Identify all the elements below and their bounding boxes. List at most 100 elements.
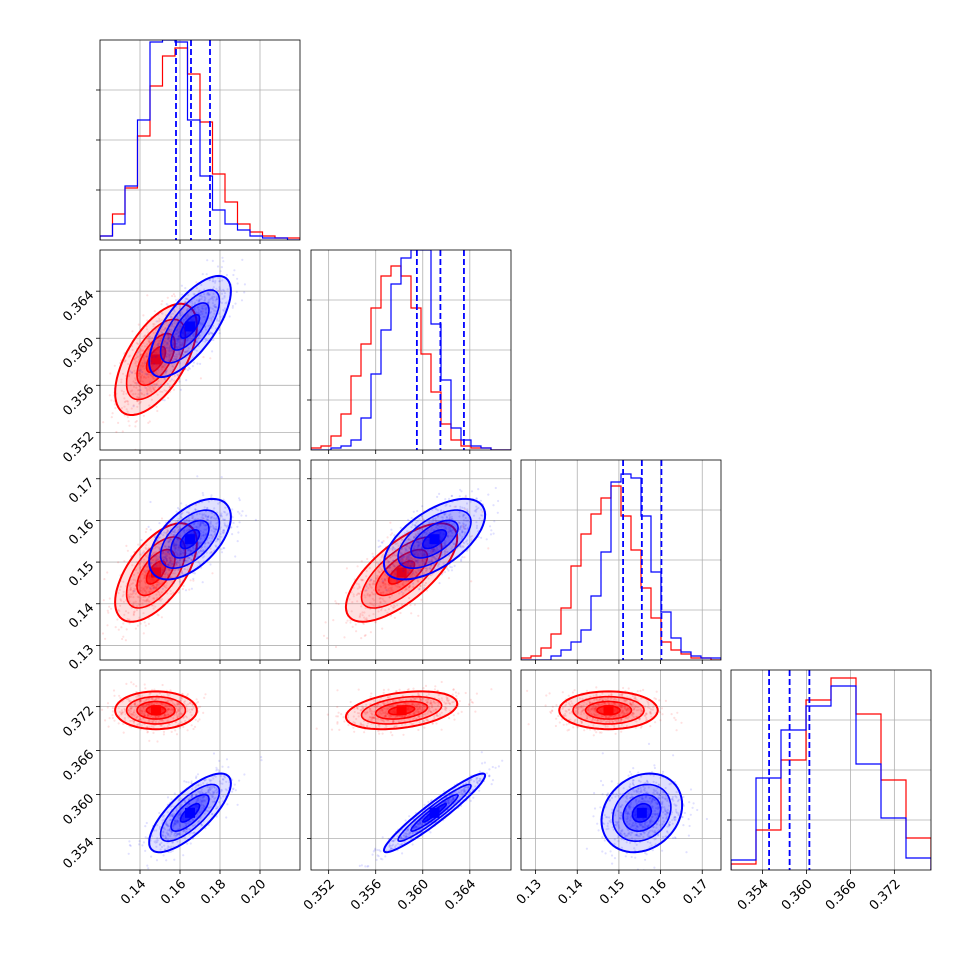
scatter-point (168, 328, 171, 331)
scatter-point (372, 613, 375, 616)
scatter-point (124, 359, 127, 362)
scatter-point (364, 607, 367, 610)
scatter-point (183, 780, 186, 783)
scatter-point (352, 586, 355, 589)
scatter-point (193, 293, 196, 296)
scatter-point (165, 559, 168, 562)
scatter-point (166, 343, 169, 346)
scatter-point (153, 535, 156, 538)
scatter-point (195, 311, 198, 314)
scatter-point (185, 518, 188, 522)
scatter-point (142, 612, 145, 615)
scatter-point (238, 499, 241, 502)
scatter-point (207, 541, 210, 545)
scatter-point (135, 386, 138, 389)
scatter-point (142, 577, 145, 580)
scatter-point (368, 583, 371, 586)
scatter-point (224, 524, 227, 528)
scatter-point (187, 338, 190, 341)
scatter-point (154, 328, 157, 331)
scatter-point (190, 558, 193, 561)
scatter-point (324, 621, 327, 624)
scatter-point (131, 371, 134, 374)
scatter-point (134, 579, 137, 582)
scatter-point (132, 596, 135, 599)
scatter-point (135, 609, 138, 612)
scatter-point (414, 574, 417, 577)
scatter-point (431, 548, 434, 551)
scatter-point (368, 614, 371, 617)
scatter-point (152, 558, 155, 562)
scatter-point (400, 590, 403, 594)
scatter-point (226, 524, 229, 527)
scatter-point (220, 512, 223, 515)
scatter-point (138, 567, 142, 570)
scatter-point (210, 529, 213, 532)
scatter-point (164, 340, 167, 343)
histogram-panel-0 (96, 39, 301, 244)
scatter-point (375, 561, 378, 564)
scatter-point (231, 516, 234, 519)
scatter-point (124, 610, 128, 613)
scatter-point (197, 544, 200, 547)
scatter-point (183, 559, 186, 562)
scatter-point (176, 331, 179, 334)
scatter-point (479, 499, 482, 502)
scatter-point (184, 589, 188, 592)
scatter-point (496, 511, 499, 514)
scatter-point (187, 315, 190, 318)
scatter-point (326, 637, 329, 640)
scatter-point (157, 559, 160, 562)
scatter-point (384, 546, 388, 549)
scatter-point (106, 706, 109, 709)
scatter-point (107, 611, 110, 614)
scatter-point (215, 522, 218, 525)
scatter-point (203, 696, 206, 700)
scatter-point (139, 598, 142, 601)
scatter-point (155, 559, 158, 562)
scatter-point (179, 372, 182, 375)
scatter-point (158, 586, 161, 589)
scatter-point (138, 384, 141, 387)
scatter-point (120, 378, 123, 381)
scatter-point (211, 315, 215, 318)
scatter-point (177, 561, 180, 564)
scatter-point (204, 297, 207, 300)
scatter-point (379, 545, 382, 548)
scatter-point (156, 384, 159, 387)
scatter-point (151, 553, 154, 556)
scatter-point (161, 683, 164, 687)
scatter-point (156, 342, 160, 345)
scatter-point (169, 537, 172, 541)
scatter-point (188, 525, 192, 529)
scatter-point (181, 343, 184, 346)
scatter-point (181, 522, 184, 525)
scatter-point (150, 554, 153, 557)
scatter-point (176, 539, 179, 542)
scatter-point (176, 337, 180, 340)
scatter-point (151, 356, 154, 359)
scatter-point (172, 543, 176, 546)
scatter-point (217, 538, 220, 541)
scatter-point (155, 405, 158, 408)
histogram-red (311, 265, 511, 450)
scatter-point (182, 318, 185, 321)
scatter-point (401, 558, 404, 562)
scatter-point (178, 559, 181, 562)
scatter-point (152, 584, 155, 587)
scatter-point (177, 568, 181, 571)
scatter-point (202, 531, 205, 534)
scatter-point (371, 603, 374, 606)
scatter-point (446, 567, 449, 570)
scatter-point (539, 502, 541, 504)
scatter-point (185, 350, 188, 353)
scatter-point (147, 375, 150, 379)
scatter-point (144, 576, 147, 579)
scatter-point (146, 390, 149, 393)
scatter-point (383, 582, 387, 585)
scatter-point (214, 299, 217, 302)
scatter-point (127, 597, 130, 600)
scatter-point (177, 537, 180, 540)
scatter-point (189, 549, 192, 552)
scatter-point (149, 588, 152, 591)
